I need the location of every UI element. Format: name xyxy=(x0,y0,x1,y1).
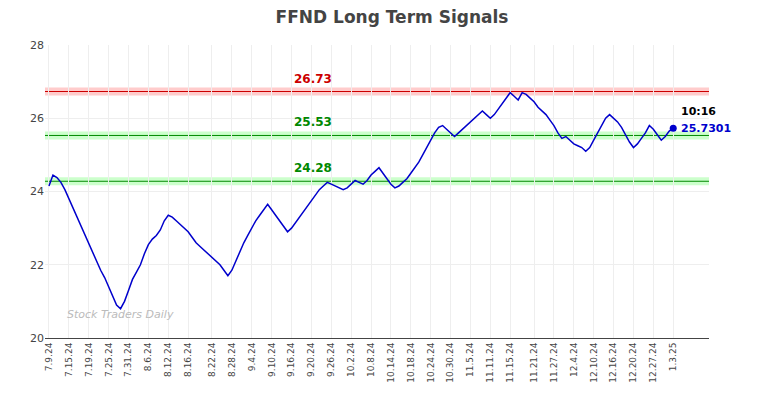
svg-text:7.25.24: 7.25.24 xyxy=(104,342,114,377)
svg-text:25.53: 25.53 xyxy=(294,115,332,129)
svg-text:22: 22 xyxy=(30,259,44,272)
svg-text:8.12.24: 8.12.24 xyxy=(163,342,173,377)
svg-text:9.16.24: 9.16.24 xyxy=(286,342,296,377)
svg-text:11.15.24: 11.15.24 xyxy=(505,342,515,382)
svg-text:26: 26 xyxy=(30,112,44,125)
svg-text:8.22.24: 8.22.24 xyxy=(207,342,217,377)
svg-text:11.11.24: 11.11.24 xyxy=(485,342,495,382)
svg-text:7.9.24: 7.9.24 xyxy=(44,342,54,371)
svg-text:9.26.24: 9.26.24 xyxy=(326,342,336,377)
svg-text:8.16.24: 8.16.24 xyxy=(183,342,193,377)
svg-text:8.6.24: 8.6.24 xyxy=(143,342,153,371)
svg-text:11.27.24: 11.27.24 xyxy=(549,342,559,382)
svg-text:28: 28 xyxy=(30,39,44,52)
svg-text:25.7301: 25.7301 xyxy=(681,122,731,135)
svg-text:11.21.24: 11.21.24 xyxy=(529,342,539,382)
svg-text:10.14.24: 10.14.24 xyxy=(386,342,396,382)
svg-text:1.3.25: 1.3.25 xyxy=(668,343,678,372)
svg-text:12.4.24: 12.4.24 xyxy=(569,342,579,377)
svg-text:10:16: 10:16 xyxy=(681,105,716,118)
svg-text:FFND Long Term Signals: FFND Long Term Signals xyxy=(276,7,509,27)
svg-text:10.24.24: 10.24.24 xyxy=(426,342,436,382)
svg-text:10.2.24: 10.2.24 xyxy=(346,342,356,377)
svg-text:12.16.24: 12.16.24 xyxy=(608,342,618,382)
svg-text:24.28: 24.28 xyxy=(294,161,332,175)
svg-text:9.10.24: 9.10.24 xyxy=(267,342,277,377)
svg-text:20: 20 xyxy=(30,332,44,345)
svg-text:11.5.24: 11.5.24 xyxy=(465,342,475,377)
svg-text:10.18.24: 10.18.24 xyxy=(406,342,416,382)
svg-text:7.19.24: 7.19.24 xyxy=(84,342,94,377)
svg-text:9.4.24: 9.4.24 xyxy=(247,342,257,371)
svg-text:10.30.24: 10.30.24 xyxy=(445,342,455,382)
svg-text:9.20.24: 9.20.24 xyxy=(306,342,316,377)
svg-text:12.27.24: 12.27.24 xyxy=(648,342,658,382)
svg-text:12.20.24: 12.20.24 xyxy=(628,342,638,382)
svg-text:10.8.24: 10.8.24 xyxy=(366,342,376,377)
svg-text:7.15.24: 7.15.24 xyxy=(64,342,74,377)
svg-text:7.31.24: 7.31.24 xyxy=(123,342,133,377)
svg-text:Stock Traders Daily: Stock Traders Daily xyxy=(67,308,174,321)
svg-text:26.73: 26.73 xyxy=(294,72,332,86)
svg-text:8.28.24: 8.28.24 xyxy=(227,342,237,377)
svg-text:12.10.24: 12.10.24 xyxy=(589,342,599,382)
svg-text:24: 24 xyxy=(30,185,44,198)
